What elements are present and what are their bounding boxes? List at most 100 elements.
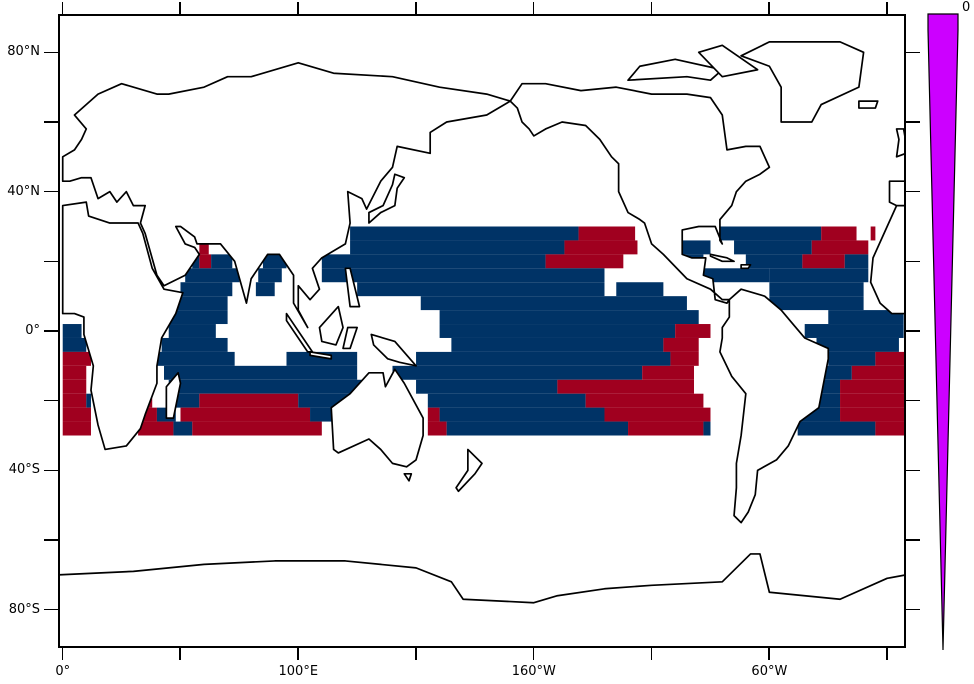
- africa: [63, 202, 183, 449]
- data-cell-red: [62, 407, 91, 422]
- australia: [331, 369, 423, 467]
- data-cell-blue: [439, 407, 605, 422]
- y-tick-right: [906, 399, 920, 402]
- ellesmere-island: [699, 45, 758, 76]
- y-tick-label: 80°S: [8, 601, 40, 617]
- data-cell-red: [545, 254, 624, 269]
- data-cell-red: [62, 351, 91, 366]
- sulawesi: [343, 328, 357, 349]
- data-cell-red: [642, 365, 694, 380]
- x-tick-bottom: [415, 648, 417, 660]
- data-cell-blue: [439, 324, 676, 338]
- hispaniola: [741, 265, 750, 268]
- japan: [369, 174, 404, 223]
- data-cell-red: [192, 421, 322, 436]
- data-cell-blue: [745, 254, 803, 269]
- data-cell-blue: [392, 365, 643, 380]
- y-tick-label: 40°N: [7, 183, 40, 199]
- data-cell-blue: [427, 393, 586, 408]
- britain: [897, 129, 906, 157]
- africa-west: [871, 206, 906, 314]
- data-cell-blue: [168, 310, 228, 325]
- data-cell-blue: [769, 282, 864, 297]
- data-cell-red: [557, 379, 694, 394]
- data-cell-blue: [321, 254, 546, 269]
- eurasia: [63, 63, 511, 328]
- x-tick-top: [297, 2, 299, 14]
- y-tick-left: [44, 608, 58, 611]
- new-guinea: [371, 334, 416, 365]
- north-america: [510, 84, 769, 303]
- data-cell-blue: [816, 337, 899, 352]
- x-tick-top: [61, 2, 64, 14]
- data-cell-red: [628, 421, 704, 436]
- data-cell-blue: [310, 407, 334, 422]
- data-cell-red: [875, 351, 906, 366]
- y-tick-left: [44, 121, 58, 123]
- y-tick-left: [44, 330, 58, 332]
- y-tick-right: [906, 260, 920, 263]
- x-tick-label: 60°W: [751, 664, 788, 679]
- sumatra: [286, 314, 312, 352]
- y-tick-label: 0°: [25, 323, 40, 338]
- x-tick-label: 0°: [55, 664, 71, 679]
- data-cell-red: [62, 421, 91, 436]
- data-cell-blue: [439, 310, 699, 325]
- data-cell-blue: [816, 393, 841, 408]
- data-cell-blue: [321, 268, 605, 283]
- data-cell-blue: [258, 268, 282, 283]
- data-cell-blue: [682, 240, 711, 255]
- data-cell-red: [564, 240, 638, 255]
- data-cell-red: [821, 226, 857, 241]
- y-tick-left: [44, 51, 58, 54]
- y-tick-label: 40°S: [8, 462, 40, 478]
- data-cell-blue: [446, 421, 629, 436]
- data-cell-red: [578, 226, 636, 241]
- data-cell-red: [199, 240, 209, 255]
- y-tick-label: 80°N: [7, 44, 40, 60]
- data-cell-blue: [180, 282, 233, 297]
- y-tick-left: [44, 260, 58, 263]
- data-cell-blue: [255, 282, 275, 297]
- data-cell-red: [840, 393, 906, 408]
- data-cell-blue: [719, 226, 822, 241]
- data-cell-blue: [616, 282, 664, 297]
- data-cell-blue: [350, 240, 565, 255]
- x-tick-bottom: [768, 648, 770, 660]
- data-cell-blue: [161, 337, 228, 352]
- data-cell-red: [663, 337, 699, 352]
- data-cell-blue: [828, 310, 904, 325]
- tasmania: [404, 474, 411, 481]
- world-map: [58, 14, 906, 648]
- data-cell-blue: [192, 254, 200, 269]
- x-tick-top: [179, 2, 181, 14]
- y-tick-right: [906, 469, 920, 472]
- data-cell-blue: [185, 268, 240, 283]
- iberia: [890, 181, 906, 205]
- colorbar: [927, 13, 959, 651]
- data-cell-blue: [416, 379, 558, 394]
- madagascar: [166, 373, 180, 418]
- data-cell-blue: [168, 324, 216, 338]
- data-cell-blue: [451, 337, 664, 352]
- data-cell-blue: [173, 421, 193, 436]
- data-cell-red: [851, 365, 906, 380]
- cuba: [710, 254, 734, 261]
- data-cell-red: [604, 407, 711, 422]
- data-cell-blue: [821, 365, 852, 380]
- iceland: [859, 101, 878, 108]
- data-cell-red: [427, 421, 447, 436]
- y-tick-right: [906, 539, 920, 541]
- data-cell-blue: [416, 351, 671, 366]
- data-cell-blue: [262, 254, 287, 269]
- data-cell-blue: [62, 324, 82, 338]
- x-tick-top: [768, 2, 770, 14]
- borneo: [319, 307, 343, 345]
- data-cell-blue: [175, 296, 228, 311]
- data-cell-blue: [769, 268, 869, 283]
- java: [310, 352, 331, 359]
- data-cell-red: [62, 393, 87, 408]
- data-cell-blue: [703, 421, 711, 436]
- data-cell-red: [670, 351, 699, 366]
- x-tick-bottom: [179, 648, 181, 660]
